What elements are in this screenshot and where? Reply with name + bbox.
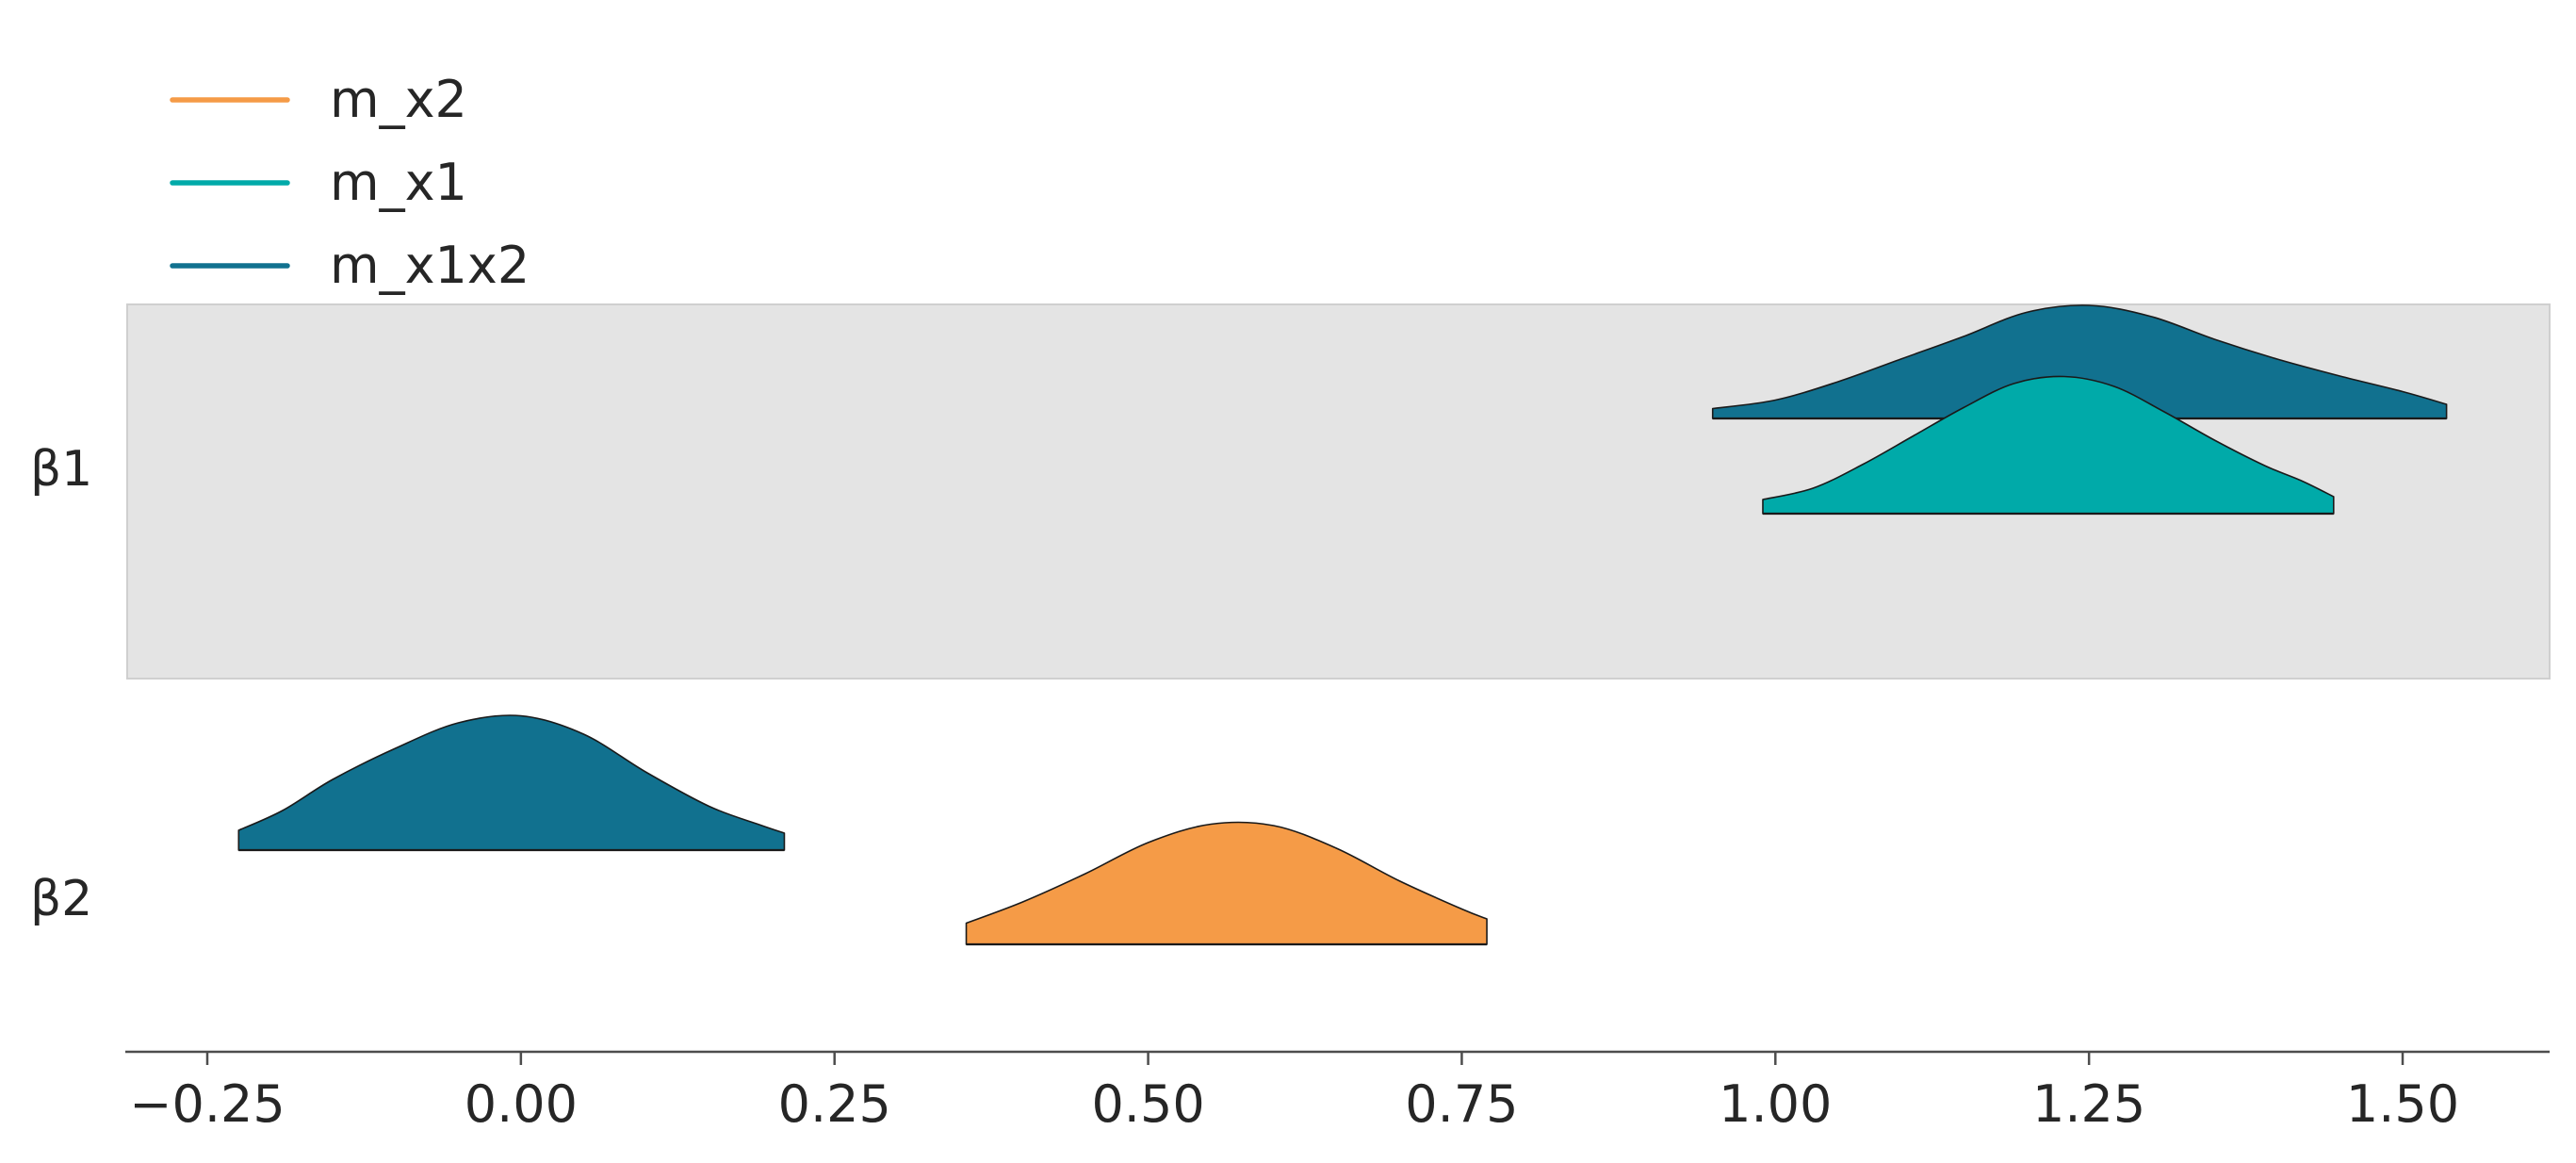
x-tick-label: −0.25 <box>129 1074 285 1134</box>
x-axis: −0.25 0.00 0.25 0.50 0.75 1.00 1.25 1.50 <box>129 1052 2459 1134</box>
density-m_x1x2-row-2 <box>237 714 786 851</box>
x-tick-label: 0.75 <box>1405 1074 1518 1134</box>
density-m_x2-row-2 <box>965 821 1488 945</box>
row-labels: β1 β2 <box>30 441 92 927</box>
legend-label-m_x1: m_x1 <box>330 153 467 212</box>
density-layer <box>237 304 2448 946</box>
row-label: β2 <box>30 871 92 927</box>
x-tick-label: 0.50 <box>1091 1074 1204 1134</box>
density-m_x1x2-row-1 <box>1711 304 2448 419</box>
density-m_x1-row-1 <box>1762 375 2335 515</box>
legend-label-m_x1x2: m_x1x2 <box>330 236 530 295</box>
x-tick-label: 0.25 <box>778 1074 891 1134</box>
x-tick-label: 1.00 <box>1719 1074 1832 1134</box>
legend-label-m_x2: m_x2 <box>330 70 467 129</box>
row-label: β1 <box>30 441 92 498</box>
x-tick-label: 1.25 <box>2032 1074 2145 1134</box>
x-tick-label: 0.00 <box>465 1074 578 1134</box>
legend: m_x2 m_x1 m_x1x2 <box>170 70 530 295</box>
x-tick-label: 1.50 <box>2346 1074 2459 1134</box>
